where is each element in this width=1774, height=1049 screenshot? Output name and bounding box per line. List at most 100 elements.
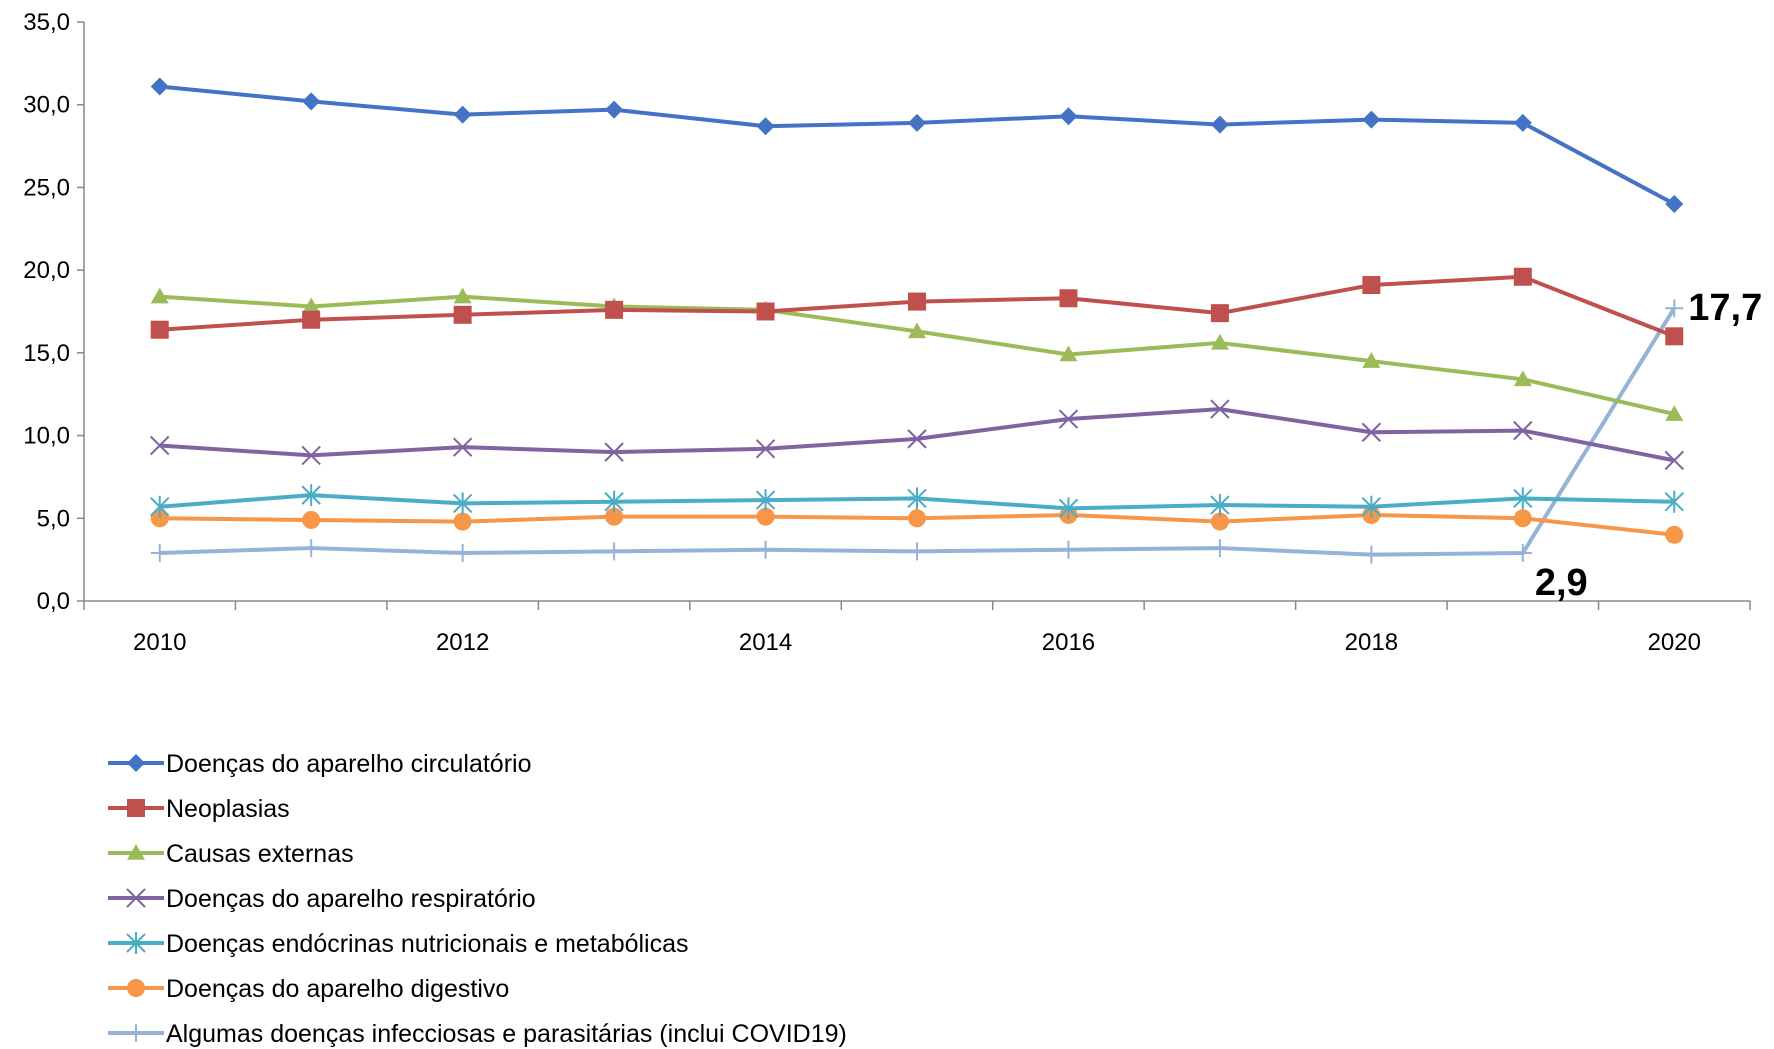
- data-point: [1210, 539, 1229, 558]
- data-point: [1361, 495, 1382, 518]
- marker-stroke: [1058, 497, 1079, 520]
- data-point: [605, 542, 624, 561]
- data-point: [301, 484, 321, 507]
- marker-stroke: [1664, 450, 1684, 471]
- marker-stroke: [907, 487, 927, 510]
- chart-axes: 0,0 5,0 10,0 15,0 20,0 25,0 30,0 35,0 2010 2012 20…: [23, 9, 1751, 656]
- data-point: [908, 322, 926, 339]
- series-x: [150, 399, 1684, 471]
- marker-stroke: [302, 539, 321, 558]
- data-point: [1513, 544, 1532, 563]
- legend-label: Algumas doenças infecciosas e parasitári…: [166, 1020, 847, 1048]
- data-point: [302, 510, 321, 529]
- data-point: [1664, 490, 1684, 513]
- data-point: [1664, 450, 1684, 471]
- marker-stroke: [604, 442, 624, 462]
- legend-marker: [126, 888, 146, 908]
- marker-stroke: [1362, 545, 1381, 564]
- data-point: [1362, 545, 1381, 564]
- marker-stroke: [150, 544, 169, 563]
- data-point: [1362, 110, 1381, 129]
- marker-stroke: [126, 888, 146, 908]
- data-point: [453, 287, 472, 304]
- legend-label: Neoplasias: [166, 795, 290, 823]
- data-point: [1361, 422, 1382, 442]
- data-point: [302, 297, 321, 314]
- y-tick-label: 20,0: [23, 257, 70, 284]
- x-tick-label: 2012: [436, 629, 489, 656]
- x-tick-label: 2018: [1345, 629, 1398, 656]
- data-point: [1210, 304, 1229, 323]
- data-point: [302, 539, 321, 558]
- y-tick-label: 0,0: [37, 588, 70, 615]
- series-diamond: [150, 77, 1684, 213]
- data-point: [1059, 107, 1078, 126]
- data-point: [907, 487, 927, 510]
- legend-item: Doenças do aparelho respiratório: [108, 885, 536, 913]
- marker-stroke: [453, 544, 472, 563]
- marker-stroke: [1210, 539, 1229, 558]
- marker-stroke: [1513, 544, 1532, 563]
- data-point: [1513, 420, 1533, 441]
- data-point: [452, 492, 473, 515]
- data-point: [1210, 399, 1230, 419]
- marker-stroke: [907, 429, 927, 449]
- data-point: [1665, 525, 1684, 544]
- marker-stroke: [1513, 487, 1533, 510]
- legend-label: Causas externas: [166, 840, 354, 868]
- data-point: [1210, 115, 1229, 134]
- data-point: [1058, 497, 1079, 520]
- marker-stroke: [1210, 494, 1230, 517]
- marker-stroke: [1058, 409, 1079, 429]
- data-point: [1665, 299, 1684, 318]
- legend-item: Doenças do aparelho circulatório: [108, 750, 532, 778]
- marker-stroke: [1361, 495, 1382, 518]
- legend-marker: [127, 754, 145, 772]
- data-point: [301, 445, 321, 466]
- data-point: [604, 490, 624, 513]
- data-point: [1513, 267, 1532, 286]
- legend-item: Doenças do aparelho digestivo: [108, 975, 509, 1003]
- marker-stroke: [452, 437, 473, 457]
- data-point: [1362, 352, 1381, 368]
- series-triangle: [150, 287, 1684, 421]
- legend-marker: [127, 979, 145, 997]
- data-point: [150, 509, 169, 528]
- series-line: [159, 294, 1675, 417]
- legend-marker: [127, 1024, 145, 1042]
- chart-annotations: 17,7 2,9: [1535, 287, 1762, 604]
- y-tick-label: 10,0: [23, 423, 70, 450]
- marker-stroke: [452, 492, 473, 515]
- legend-marker: [127, 844, 145, 860]
- data-point: [756, 302, 775, 321]
- data-point: [1210, 494, 1230, 517]
- legend-label: Doenças do aparelho digestivo: [166, 975, 509, 1003]
- chart-series: [150, 77, 1684, 564]
- marker-stroke: [605, 542, 624, 561]
- data-point: [604, 442, 624, 462]
- data-point: [1513, 509, 1532, 528]
- y-tick-label: 35,0: [23, 9, 70, 36]
- data-point: [1665, 327, 1684, 346]
- data-point: [1513, 370, 1532, 387]
- series-asterisk: [150, 484, 1684, 520]
- x-tick-label: 2014: [739, 629, 792, 656]
- data-point: [453, 105, 472, 124]
- x-tick-label: 2016: [1042, 629, 1095, 656]
- data-label: 2,9: [1535, 562, 1588, 604]
- marker-stroke: [301, 445, 321, 466]
- legend-label: Doenças do aparelho circulatório: [166, 750, 532, 778]
- legend-item: Doenças endócrinas nutricionais e metabó…: [108, 930, 689, 958]
- legend-marker: [127, 799, 145, 817]
- marker-stroke: [755, 489, 776, 512]
- data-point: [1059, 540, 1078, 559]
- marker-stroke: [604, 490, 624, 513]
- marker-stroke: [301, 484, 321, 507]
- legend-label: Doenças do aparelho respiratório: [166, 885, 536, 913]
- data-point: [150, 435, 170, 456]
- data-point: [1059, 289, 1078, 308]
- marker-stroke: [1059, 540, 1078, 559]
- data-point: [150, 287, 169, 304]
- marker-stroke: [150, 495, 170, 518]
- data-point: [1059, 345, 1078, 362]
